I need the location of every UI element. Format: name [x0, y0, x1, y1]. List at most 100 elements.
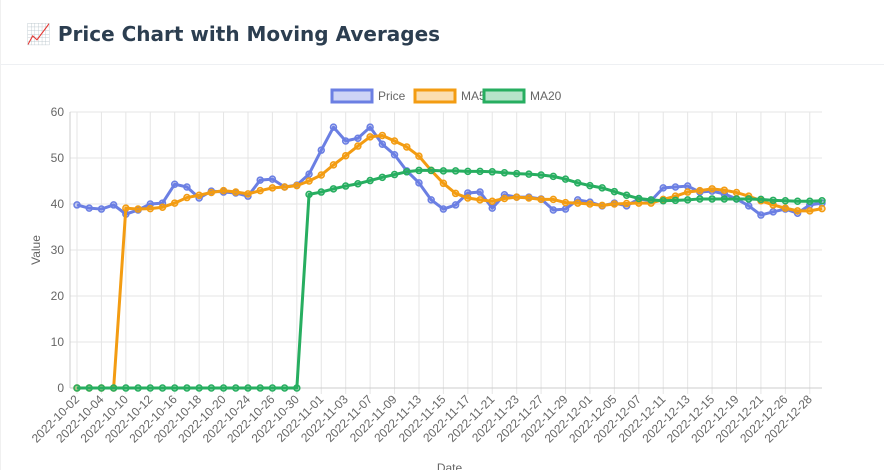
data-point	[549, 206, 558, 214]
data-point	[170, 384, 179, 392]
data-point	[659, 197, 667, 205]
data-point	[683, 182, 692, 190]
data-point	[720, 195, 729, 203]
data-point	[146, 384, 155, 392]
data-point	[415, 166, 423, 175]
data-point	[427, 196, 435, 204]
data-point	[622, 199, 631, 208]
data-point	[696, 186, 704, 195]
data-point	[97, 205, 106, 213]
data-point	[671, 183, 680, 191]
data-point	[256, 176, 264, 184]
data-point	[488, 168, 496, 176]
data-point	[818, 204, 826, 213]
data-point	[317, 146, 326, 154]
data-point	[244, 384, 252, 392]
data-point	[329, 123, 338, 131]
data-point	[451, 189, 460, 198]
legend-label: MA20	[530, 89, 562, 103]
data-point	[683, 188, 692, 196]
data-point	[109, 384, 118, 392]
data-point	[134, 205, 142, 213]
series-line	[77, 168, 823, 390]
data-point	[573, 199, 582, 207]
data-point	[720, 186, 729, 194]
y-tick-label: 0	[57, 381, 64, 395]
data-point	[329, 161, 338, 169]
data-point	[256, 384, 264, 392]
data-point	[415, 179, 423, 187]
data-point	[293, 181, 301, 190]
data-point	[537, 195, 545, 204]
data-point	[769, 196, 777, 205]
data-point	[610, 200, 619, 208]
data-point	[354, 142, 362, 150]
data-point	[378, 173, 387, 182]
data-point	[586, 181, 594, 190]
data-point	[561, 205, 570, 213]
data-point	[512, 169, 521, 178]
data-point	[403, 143, 411, 151]
data-point	[744, 202, 753, 210]
data-point	[561, 198, 570, 207]
data-point	[317, 171, 326, 179]
data-point	[806, 207, 814, 215]
data-point	[708, 185, 716, 193]
data-point	[793, 207, 802, 215]
data-point	[464, 167, 472, 176]
data-point	[598, 201, 606, 210]
data-point	[488, 204, 496, 212]
data-point	[195, 191, 203, 200]
data-point	[256, 186, 264, 195]
data-point	[525, 194, 533, 202]
data-point	[757, 195, 765, 204]
data-point	[488, 197, 496, 205]
data-point	[439, 205, 448, 213]
data-point	[598, 184, 606, 192]
data-point	[341, 151, 350, 160]
data-point	[195, 384, 203, 392]
data-point	[757, 211, 765, 219]
data-point	[439, 179, 448, 188]
data-point	[85, 384, 93, 392]
data-point	[268, 184, 277, 192]
data-point	[732, 195, 741, 203]
data-point	[146, 204, 155, 213]
data-point	[525, 170, 533, 178]
data-point	[451, 167, 460, 175]
data-point	[268, 175, 277, 183]
data-point	[451, 201, 460, 209]
data-point	[403, 168, 411, 176]
data-point	[85, 204, 93, 212]
data-point	[793, 197, 802, 205]
data-point	[97, 384, 106, 392]
data-point	[109, 201, 118, 209]
data-point	[317, 188, 326, 196]
legend-swatch	[482, 88, 526, 104]
data-point	[659, 184, 667, 192]
data-point	[415, 152, 423, 160]
data-point	[537, 171, 545, 179]
y-axis-title: Value	[29, 235, 43, 265]
data-point	[366, 176, 374, 185]
data-point	[781, 204, 790, 212]
data-point	[341, 137, 350, 145]
legend-swatch	[330, 88, 374, 104]
data-point	[329, 185, 338, 193]
data-point	[647, 196, 655, 204]
legend-swatch	[413, 88, 457, 104]
data-point	[183, 193, 191, 202]
data-point	[232, 188, 240, 196]
data-point	[476, 167, 484, 176]
data-point	[500, 194, 509, 203]
y-tick-label: 10	[51, 335, 65, 349]
y-tick-label: 20	[51, 289, 65, 303]
data-point	[476, 196, 484, 204]
data-point	[305, 190, 313, 199]
data-point	[244, 190, 252, 198]
data-point	[170, 180, 179, 188]
data-point	[366, 133, 374, 141]
data-point	[512, 193, 521, 201]
data-point	[232, 384, 240, 392]
data-point	[610, 187, 619, 196]
